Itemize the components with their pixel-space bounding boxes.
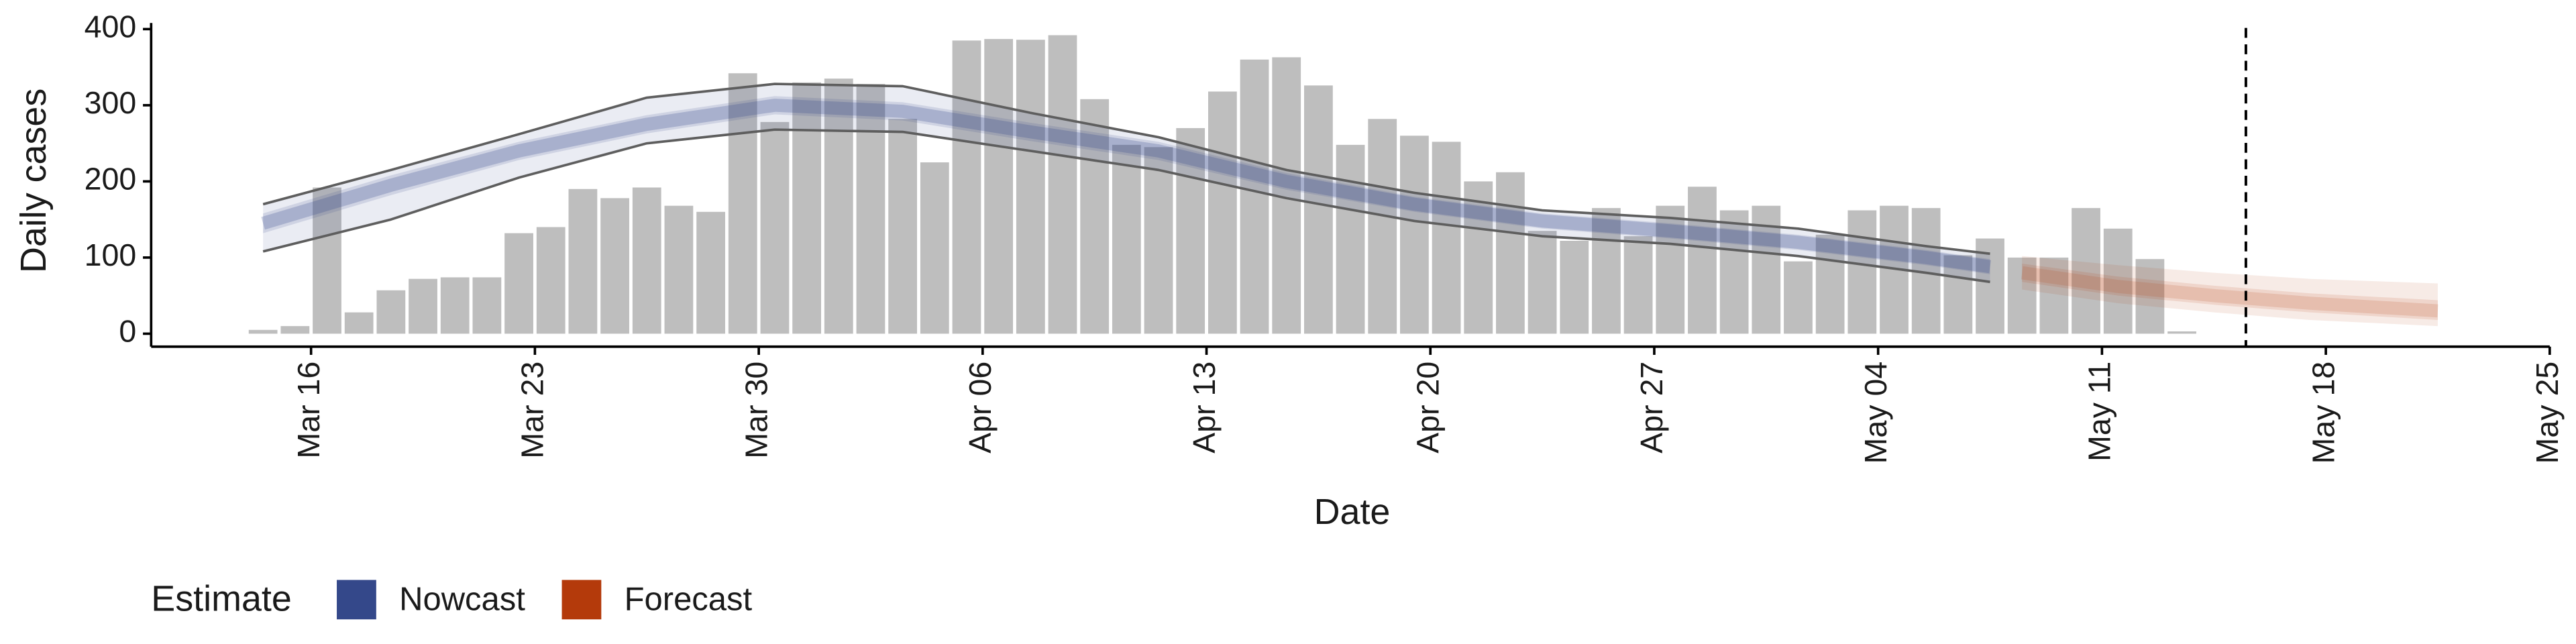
bar (984, 39, 1014, 334)
bar (2072, 208, 2100, 334)
band (263, 96, 1990, 274)
bar (2135, 259, 2165, 334)
bar (2103, 228, 2133, 334)
bar (856, 84, 885, 334)
bar (1496, 172, 1525, 334)
bar (2007, 257, 2037, 334)
bar (409, 278, 437, 334)
bar (824, 78, 853, 334)
bar (1080, 99, 1110, 334)
x-tick-label: Apr 06 (963, 362, 998, 453)
bar (1976, 238, 2004, 334)
band (2022, 264, 2438, 321)
bar (664, 205, 694, 334)
bar (1432, 142, 1461, 334)
bar (1400, 136, 1429, 334)
y-tick-label: 0 (119, 314, 136, 349)
y-tick-label: 100 (85, 237, 137, 272)
x-tick-label: Mar 30 (739, 362, 773, 459)
bar (376, 290, 406, 334)
x-tick-label: May 25 (2530, 362, 2565, 464)
line (261, 99, 1991, 274)
bar (760, 121, 790, 334)
bar (1784, 261, 1813, 334)
bar (1527, 231, 1557, 334)
bar (344, 312, 374, 334)
x-tick-label: Mar 16 (291, 362, 326, 459)
bar (440, 277, 470, 334)
bar (1144, 147, 1173, 334)
bar (1048, 35, 1077, 334)
band (263, 84, 1990, 282)
bar (1368, 119, 1397, 334)
y-tick-label: 300 (85, 85, 137, 120)
band (2022, 256, 2438, 327)
bar (1112, 144, 1141, 334)
bar (728, 73, 757, 334)
bar (1943, 255, 1973, 334)
line (262, 128, 1990, 284)
bar (2039, 257, 2069, 334)
x-tick-label: Apr 20 (1411, 362, 1446, 453)
bar (472, 277, 502, 334)
y-tick-label: 200 (85, 162, 137, 197)
y-tick-label: 400 (85, 9, 137, 44)
bar (600, 198, 629, 334)
bar (1464, 181, 1493, 334)
x-axis-title: Date (1314, 492, 1391, 532)
bar (1304, 85, 1333, 334)
bar (1240, 59, 1269, 334)
bar (568, 189, 598, 334)
bar (313, 187, 341, 334)
line (2021, 266, 2438, 318)
bar (792, 82, 821, 334)
bar (2167, 331, 2196, 334)
bar (1176, 127, 1205, 334)
legend-label: Forecast (625, 581, 753, 617)
bar (952, 40, 981, 334)
x-tick-label: May 11 (2082, 362, 2117, 462)
bar (1623, 236, 1653, 334)
x-tick-label: May 18 (2306, 362, 2341, 464)
x-tick-label: May 04 (1858, 362, 1893, 464)
x-tick-label: Mar 23 (515, 362, 550, 459)
bar (1656, 205, 1685, 334)
y-axis-title: Daily cases (13, 89, 54, 273)
bar (1592, 208, 1621, 334)
legend-label: Nowcast (399, 581, 525, 617)
bar (632, 187, 661, 334)
legend-swatch (337, 580, 376, 620)
bar (1016, 40, 1045, 334)
bar (920, 162, 949, 334)
bar (1336, 144, 1365, 334)
x-tick-label: Apr 13 (1187, 362, 1222, 453)
bar (888, 119, 918, 334)
x-tick-label: Apr 27 (1634, 362, 1669, 453)
bar (536, 227, 566, 334)
bar (248, 329, 278, 334)
bar (1815, 234, 1845, 334)
bar (504, 233, 533, 334)
bar (1847, 210, 1877, 334)
bar (1688, 186, 1717, 334)
bar (280, 326, 310, 334)
bar (1560, 240, 1589, 334)
bar (1719, 210, 1749, 334)
legend-swatch (561, 580, 602, 620)
bar (696, 211, 725, 334)
bar (1208, 91, 1237, 334)
legend-title: Estimate (151, 579, 292, 619)
line (262, 83, 1990, 256)
